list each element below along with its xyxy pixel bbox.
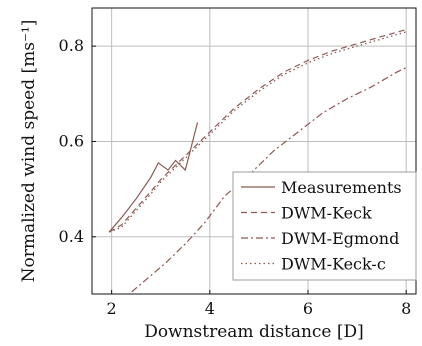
x-tick-label: 4	[205, 299, 215, 318]
x-tick-label: 2	[107, 299, 117, 318]
y-tick-label: 0.6	[59, 131, 84, 150]
ticks: 2 4 6 8 0.4 0.6 0.8	[59, 36, 412, 318]
legend-entry: DWM-Keck	[281, 204, 372, 223]
y-axis-label: Normalized wind speed [ms⁻¹]	[19, 20, 39, 283]
plot-area-border	[91, 7, 417, 295]
y-tick-label: 0.8	[59, 36, 84, 55]
series-line-dwm-keck-c	[108, 31, 407, 233]
legend-box	[232, 171, 417, 281]
legend-entry: DWM-Egmond	[281, 229, 399, 248]
legend-entry: DWM-Keck-c	[281, 255, 386, 274]
legend-entry: Measurements	[281, 178, 402, 197]
series-line-measurements	[108, 122, 199, 233]
x-tick-label: 8	[401, 299, 411, 318]
x-axis-label: Downstream distance [D]	[144, 322, 364, 342]
y-tick-label: 0.4	[59, 227, 84, 246]
x-tick-label: 6	[303, 299, 313, 318]
plot-frame	[91, 7, 417, 295]
legend: Measurements DWM-Keck DWM-Egmond DWM-Keck-c	[232, 171, 417, 281]
series-line-dwm-keck	[108, 28, 407, 233]
